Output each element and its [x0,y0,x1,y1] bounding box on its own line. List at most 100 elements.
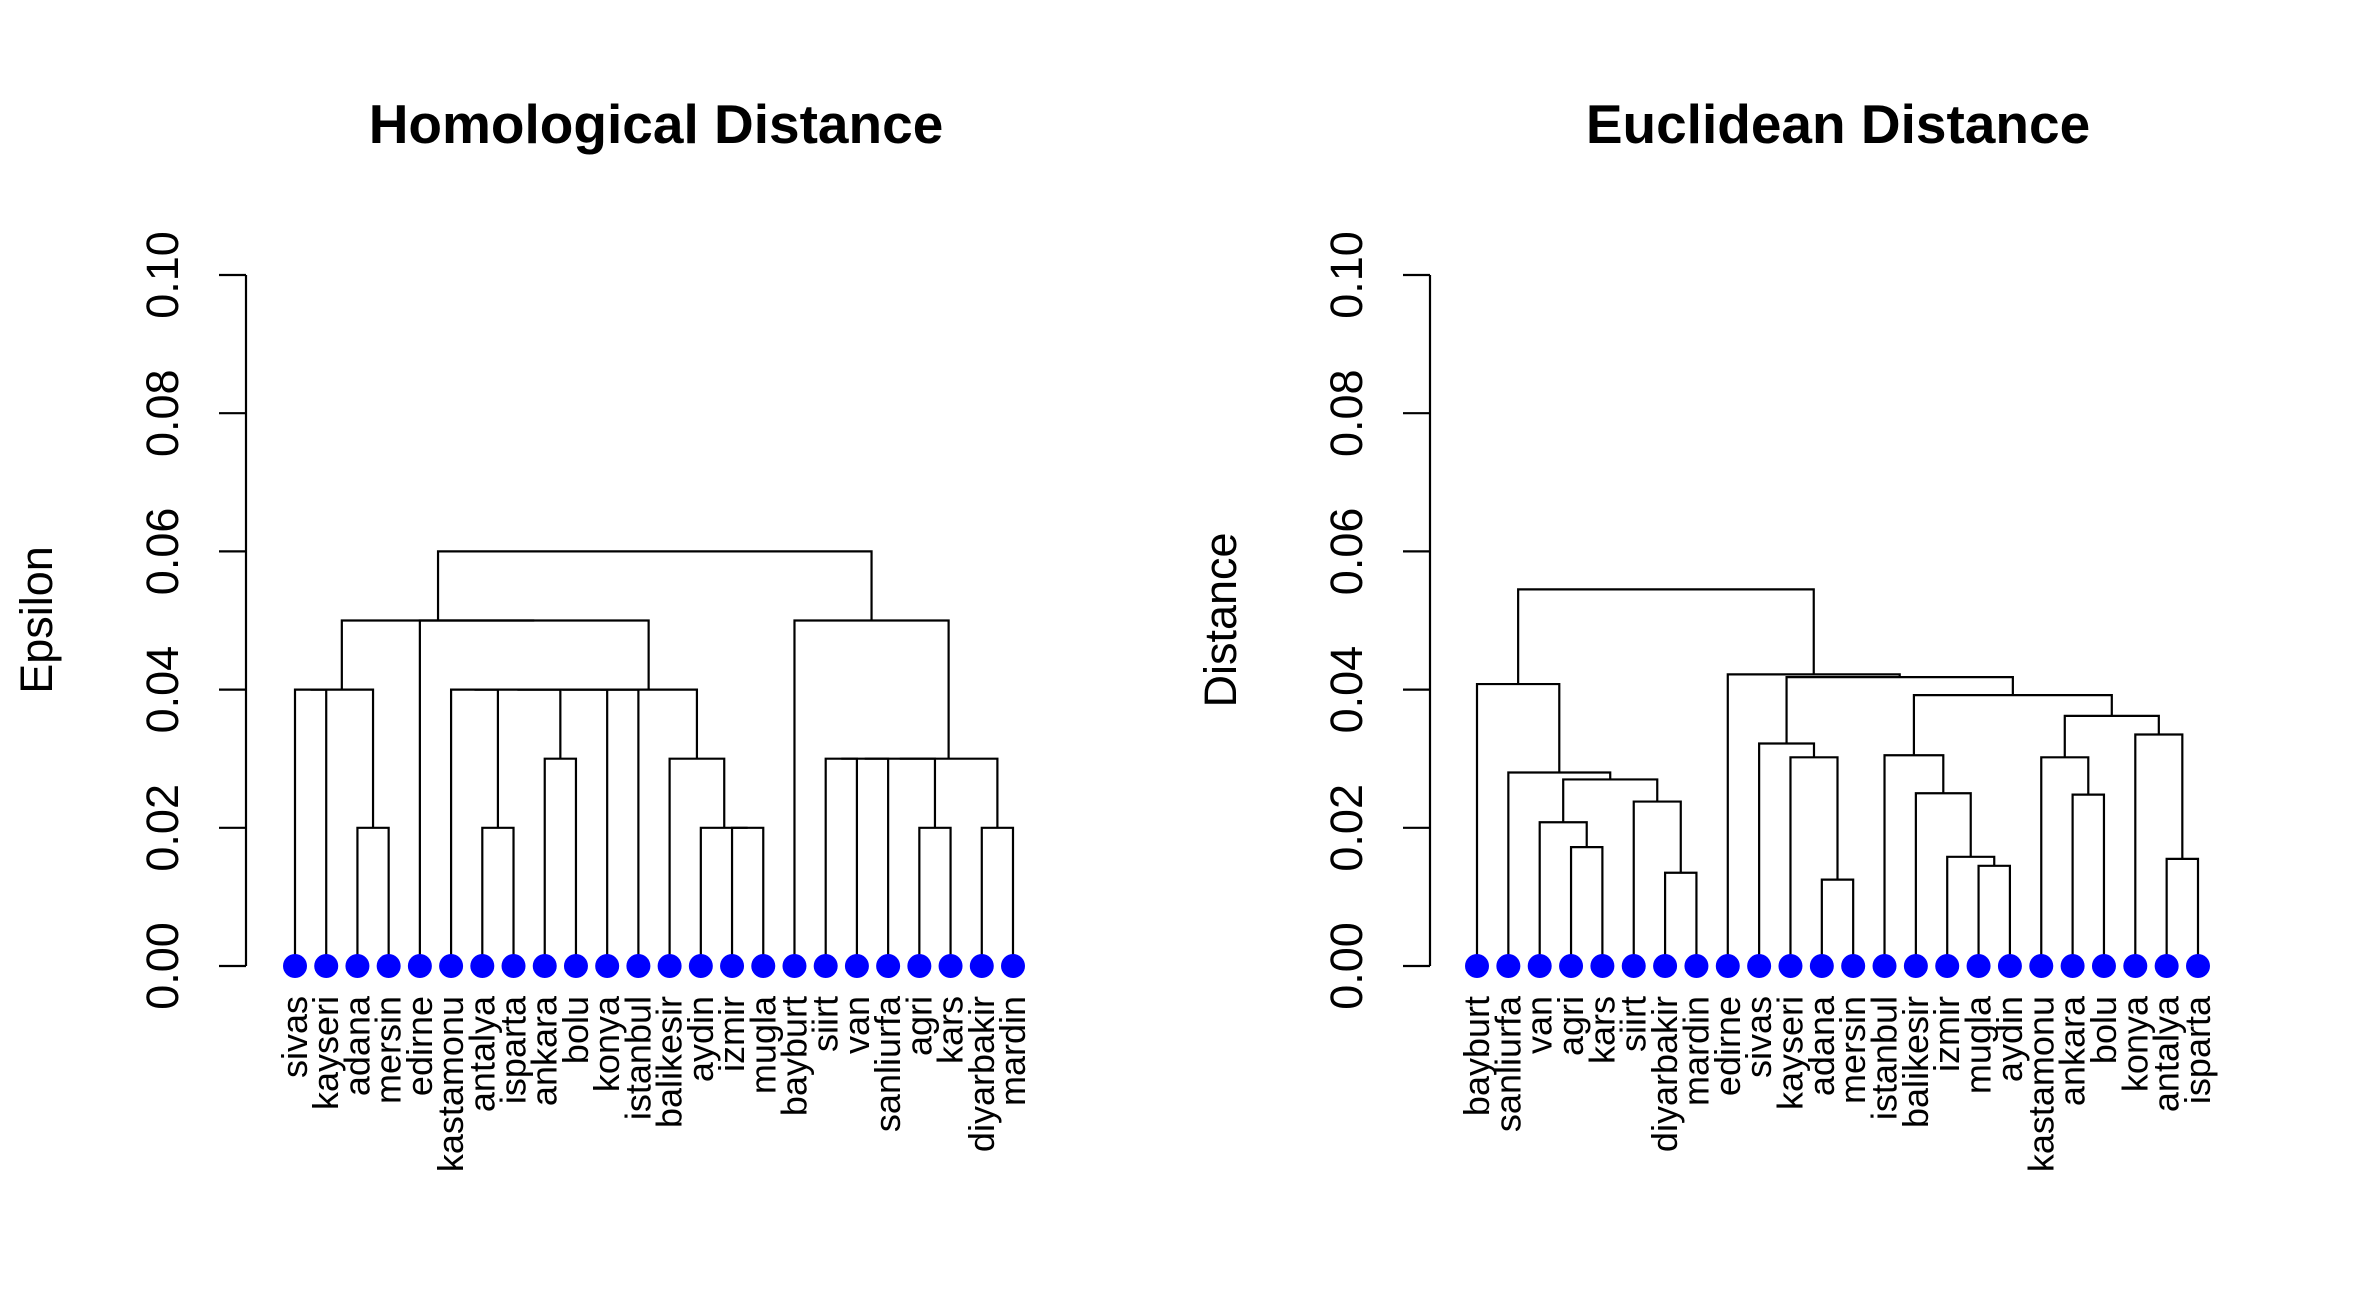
leaf-label: mardin [1675,996,1716,1106]
y-tick-label: 0.02 [137,784,188,872]
leaf-label: kayseri [1769,996,1810,1110]
leaf-point [782,954,807,978]
leaf-point [1715,954,1740,978]
leaf-point [1559,954,1584,978]
leaf-label: kastamonu [2020,996,2061,1172]
leaf-point [844,954,869,978]
leaf-point [1778,954,1803,978]
dendrogram-link [1726,673,1901,966]
leaf-label: aydin [680,996,721,1082]
dendrogram-link [1507,771,1612,966]
leaf-point [376,954,401,978]
leaf-point [1966,954,1991,978]
euclidean-dendrogram-links [1475,588,2200,966]
dendrogram-link [517,688,609,966]
leaf-point [626,954,651,978]
dendrogram-link [1517,588,1815,685]
dendrogram-link [310,688,375,828]
leaf-label: kars [930,996,971,1064]
y-tick-label: 0.02 [1321,784,1372,872]
leaf-label: konya [586,995,627,1092]
leaf-point [1527,954,1552,978]
y-tick-label: 0.00 [137,922,188,1010]
homological-distance-panel: Homological Distance Epsilon 0.00 0.02 0.0… [11,93,1033,1172]
leaf-point [314,954,339,978]
dendrogram-link [1912,694,2113,756]
y-tick-label: 0.00 [1321,922,1372,1010]
dendrogram-link [1632,800,1682,966]
euclidean-distance-panel: Euclidean Distance Distance 0.00 0.02 0.04… [1195,93,2218,1172]
y-tick-label: 0.08 [1321,369,1372,457]
leaf-point [876,954,901,978]
leaf-label: aydin [1989,996,2030,1082]
dendrogram-link [1663,871,1698,966]
leaf-point [2186,954,2210,978]
leaf-label: adana [1801,995,1842,1096]
leaf-label: siirt [1613,996,1654,1052]
leaf-label: ankara [2052,995,2093,1106]
dendrogram-link [2134,733,2184,966]
leaf-label: antalya [461,995,502,1112]
leaf-label: kayseri [305,996,346,1110]
leaf-point [1684,954,1709,978]
euclidean-leaf-labels: bayburtsanliurfavanagrikarssiirtdiyarbak… [1456,995,2218,1172]
dendrogram-link [356,826,390,966]
dendrogram-link [1789,756,1839,966]
leaf-point [1001,954,1025,978]
leaf-point [2154,954,2179,978]
leaf-point [1872,954,1897,978]
euclidean-leaf-markers [1465,954,2210,978]
dendrogram-link [293,688,328,966]
dendrogram-link [436,550,873,621]
homological-y-axis: 0.00 0.02 0.04 0.06 0.08 0.10 [137,231,248,1010]
dendrogram-link [543,757,578,966]
leaf-point [1809,954,1834,978]
dendrogram-link [1883,754,1945,966]
dendrogram-link [918,826,952,966]
homological-chart-title: Homological Distance [369,93,944,155]
leaf-point [751,954,776,978]
leaf-label: agri [898,996,939,1056]
dendrogram-link [1946,855,1996,966]
dendrogram-link [1569,846,1604,966]
homological-y-axis-label: Epsilon [11,546,62,694]
dendrogram-link [1785,676,2014,744]
y-tick-label: 0.08 [137,369,188,457]
leaf-point [345,954,370,978]
dendrogram-link [562,688,640,966]
leaf-point [1935,954,1960,978]
leaf-label: diyarbakir [1644,996,1685,1152]
leaf-point [1590,954,1615,978]
leaf-point [1997,954,2022,978]
leaf-label: sanliurfa [867,995,908,1132]
dendrogram-link [474,688,562,759]
y-tick-label: 0.10 [1321,231,1372,319]
leaf-label: edirne [399,996,440,1096]
leaf-label: mugla [742,995,783,1094]
leaf-point [501,954,526,978]
y-tick-label: 0.06 [1321,508,1372,596]
leaf-label: konya [2114,995,2155,1092]
leaf-label: isparta [493,995,534,1104]
leaf-point [720,954,745,978]
dendrogram-link [1758,742,1816,966]
dendrogram-link [600,688,699,759]
leaf-point [813,954,838,978]
homological-leaf-labels: sivaskayseriadanamersinedirnekastamonuan… [274,995,1033,1172]
homological-dendrogram-links [293,550,1015,966]
leaf-point [2029,954,2054,978]
leaf-label: adana [336,995,377,1096]
dendrogram-link [340,619,535,690]
leaf-label: siirt [805,996,846,1052]
dendrogram-link [2040,756,2090,966]
dendrogram-link [864,757,937,828]
leaf-label: van [836,996,877,1054]
leaf-label: mersin [1832,996,1873,1104]
leaf-label: diyarbakir [961,996,1002,1152]
leaf-point [657,954,682,978]
leaf-label: mersin [368,996,409,1104]
leaf-label: bayburt [1456,996,1497,1116]
leaf-label: edirne [1707,996,1748,1096]
leaf-label: istanbul [1864,996,1905,1120]
